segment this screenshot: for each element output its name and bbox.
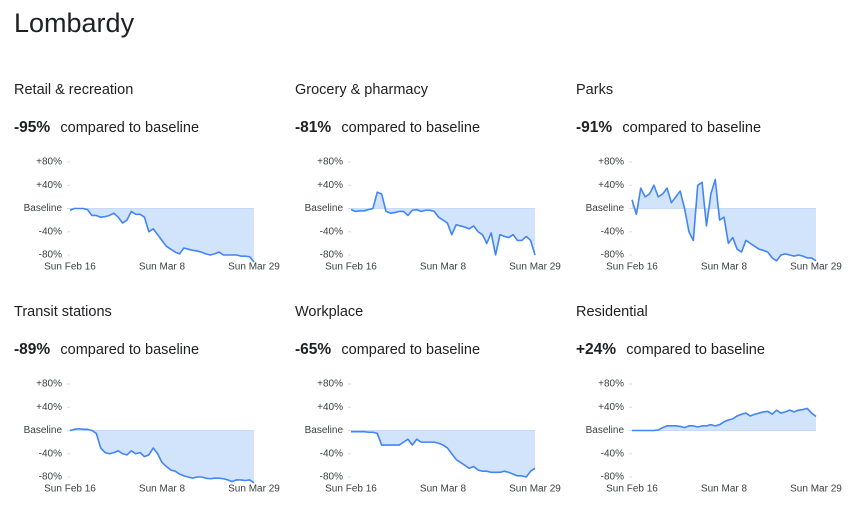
chart-title: Parks xyxy=(576,82,613,98)
trend-line xyxy=(632,407,817,432)
y-tick-label: -80% xyxy=(320,472,343,483)
x-tick-label: Sun Mar 8 xyxy=(139,262,186,273)
y-tick-label: +80% xyxy=(36,157,62,168)
y-tick-label: -40% xyxy=(320,448,343,459)
y-tick-label: +80% xyxy=(36,379,62,390)
y-tick-label: +40% xyxy=(317,180,343,191)
y-tick-label: Baseline xyxy=(24,425,63,436)
baseline-area xyxy=(632,408,816,431)
trend-line xyxy=(69,427,255,484)
x-tick-label: Sun Mar 8 xyxy=(139,484,186,495)
headline-value: -81% xyxy=(295,119,331,136)
y-tick-label: -40% xyxy=(39,226,62,237)
headline-value: -95% xyxy=(14,119,50,136)
y-tick-label: +40% xyxy=(317,402,343,413)
y-tick-label: -80% xyxy=(39,472,62,483)
x-tick-label: Sun Mar 8 xyxy=(701,484,748,495)
baseline-area xyxy=(70,428,254,483)
y-tick-label: -80% xyxy=(39,250,62,261)
page-title: Lombardy xyxy=(14,8,135,38)
y-tick-label: +40% xyxy=(36,180,62,191)
y-tick-label: +80% xyxy=(598,379,624,390)
y-tick-label: +80% xyxy=(598,157,624,168)
y-tick-label: +40% xyxy=(598,402,624,413)
chart-title: Grocery & pharmacy xyxy=(295,82,429,98)
x-tick-label: Sun Feb 16 xyxy=(44,262,96,273)
trend-line xyxy=(69,207,255,263)
y-tick-label: Baseline xyxy=(305,203,344,214)
y-tick-label: +80% xyxy=(317,157,343,168)
headline-value: -91% xyxy=(576,119,612,136)
x-tick-label: Sun Feb 16 xyxy=(606,484,658,495)
y-tick-label: -80% xyxy=(601,472,624,483)
headline-text: compared to baseline xyxy=(341,342,480,358)
y-tick-label: -40% xyxy=(601,448,624,459)
baseline-area xyxy=(351,192,535,255)
chart-title: Residential xyxy=(576,304,648,320)
y-tick-label: Baseline xyxy=(24,203,63,214)
y-tick-label: Baseline xyxy=(305,425,344,436)
headline-text: compared to baseline xyxy=(60,342,199,358)
y-tick-label: +40% xyxy=(36,402,62,413)
trend-line xyxy=(350,191,536,256)
y-tick-label: -40% xyxy=(39,448,62,459)
baseline-area xyxy=(632,179,816,261)
headline-text: compared to baseline xyxy=(60,120,199,136)
y-tick-label: Baseline xyxy=(586,425,625,436)
x-tick-label: Sun Mar 29 xyxy=(790,262,842,273)
headline-text: compared to baseline xyxy=(626,342,765,358)
x-tick-label: Sun Feb 16 xyxy=(325,484,377,495)
y-tick-label: -80% xyxy=(601,250,624,261)
chart-title: Workplace xyxy=(295,304,363,320)
headline-text: compared to baseline xyxy=(622,120,761,136)
x-tick-label: Sun Mar 8 xyxy=(701,262,748,273)
x-tick-label: Sun Mar 29 xyxy=(509,262,561,273)
baseline-area xyxy=(70,208,254,262)
y-tick-label: Baseline xyxy=(586,203,625,214)
y-tick-label: -40% xyxy=(601,226,624,237)
x-tick-label: Sun Mar 29 xyxy=(509,484,561,495)
trend-line xyxy=(631,178,817,262)
x-tick-label: Sun Feb 16 xyxy=(606,262,658,273)
x-tick-label: Sun Mar 29 xyxy=(228,484,280,495)
y-tick-label: +40% xyxy=(598,180,624,191)
chart-title: Retail & recreation xyxy=(14,82,133,98)
x-tick-label: Sun Mar 8 xyxy=(420,262,467,273)
headline-value: -65% xyxy=(295,341,331,358)
y-tick-label: +80% xyxy=(317,379,343,390)
headline-value: +24% xyxy=(576,341,616,358)
headline-text: compared to baseline xyxy=(341,120,480,136)
chart-title: Transit stations xyxy=(14,304,112,320)
y-tick-label: -40% xyxy=(320,226,343,237)
trend-line xyxy=(351,430,536,478)
x-tick-label: Sun Mar 29 xyxy=(228,262,280,273)
baseline-area xyxy=(351,430,535,477)
x-tick-label: Sun Feb 16 xyxy=(325,262,377,273)
headline-value: -89% xyxy=(14,341,50,358)
y-tick-label: -80% xyxy=(320,250,343,261)
x-tick-label: Sun Mar 8 xyxy=(420,484,467,495)
x-tick-label: Sun Mar 29 xyxy=(790,484,842,495)
x-tick-label: Sun Feb 16 xyxy=(44,484,96,495)
